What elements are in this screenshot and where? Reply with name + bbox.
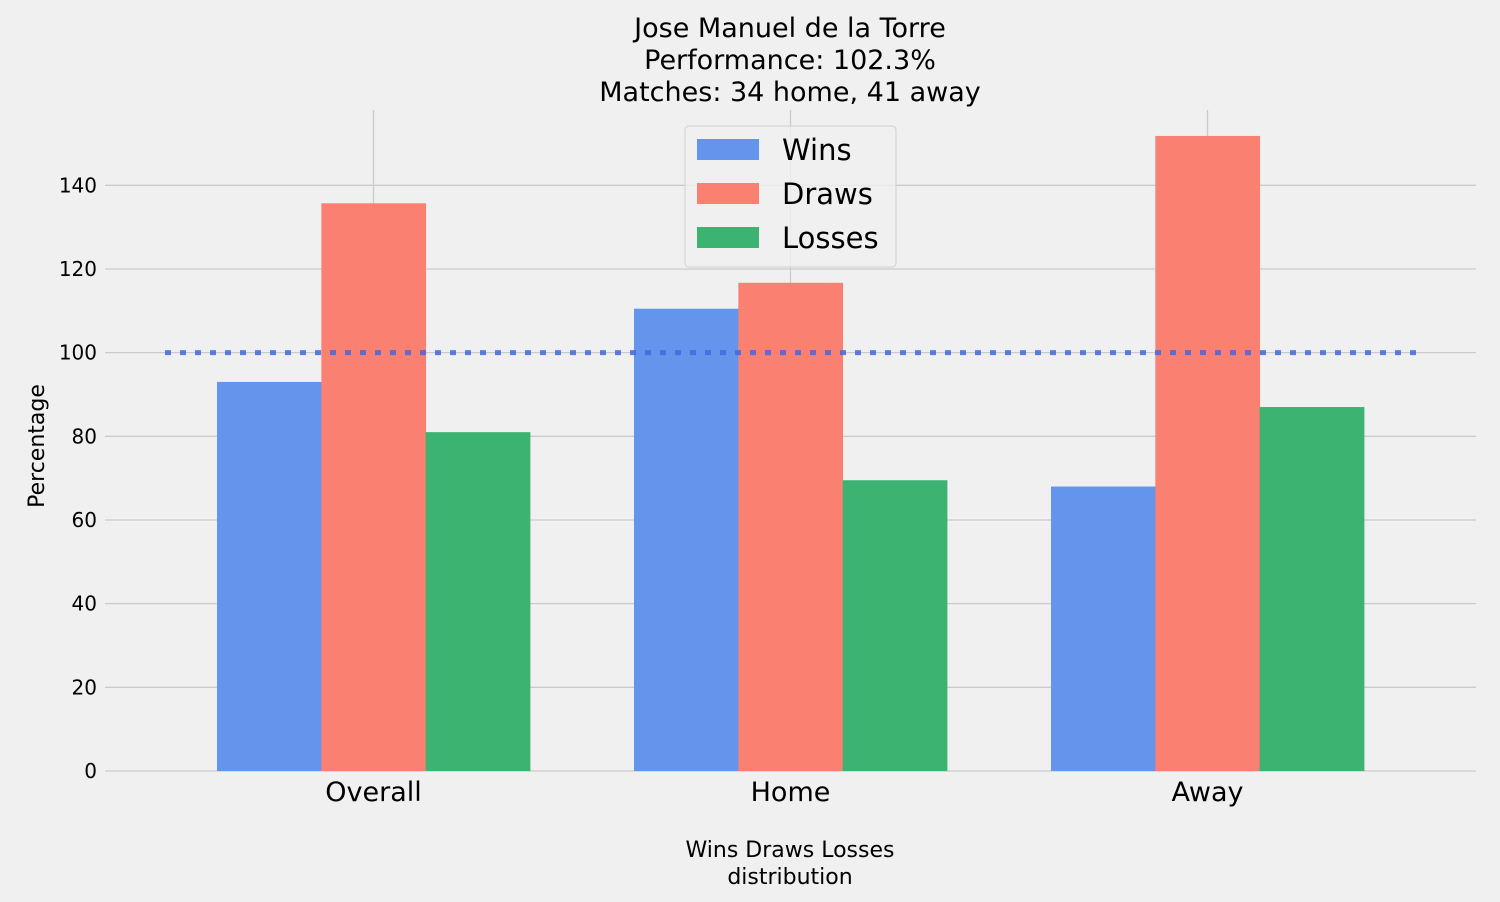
title-line-3: Matches: 34 home, 41 away — [599, 77, 981, 108]
x-axis-label: Wins Draws Losses distribution — [686, 838, 895, 890]
bar-wins-away — [1051, 486, 1156, 771]
bar-draws-overall — [321, 203, 427, 772]
y-tick-label: 100 — [59, 341, 97, 365]
x-tick-labels: Overall Home Away — [325, 777, 1243, 808]
legend: Wins Draws Losses — [684, 125, 897, 268]
title-line-1: Jose Manuel de la Torre — [632, 13, 946, 44]
bar-losses-away — [1259, 407, 1365, 771]
y-tick-label: 60 — [72, 508, 97, 532]
y-tick-label: 40 — [72, 592, 97, 616]
legend-swatch-wins — [697, 139, 759, 160]
legend-swatch-losses — [697, 227, 759, 248]
legend-label-losses: Losses — [782, 221, 879, 255]
bar-draws-away — [1155, 135, 1261, 771]
y-tick-label: 120 — [59, 257, 97, 281]
bar-draws-home — [738, 282, 844, 771]
y-axis-label: Percentage — [25, 384, 50, 508]
x-tick-label-overall: Overall — [325, 777, 422, 808]
bar-layer — [217, 135, 1365, 772]
bar-losses-overall — [425, 432, 531, 771]
legend-label-draws: Draws — [782, 177, 873, 211]
x-tick-label-home: Home — [751, 777, 831, 808]
y-tick-labels: 0 20 40 60 80 100 120 140 — [59, 173, 97, 783]
bar-losses-home — [842, 480, 948, 771]
legend-swatch-draws — [697, 183, 759, 204]
y-tick-label: 20 — [72, 675, 97, 699]
bar-wins-home — [634, 308, 739, 771]
legend-items: Wins Draws Losses — [697, 133, 879, 255]
y-tick-label: 0 — [84, 759, 97, 783]
x-tick-label-away: Away — [1172, 777, 1244, 808]
chart-title: Jose Manuel de la Torre Performance: 102… — [599, 13, 981, 108]
legend-label-wins: Wins — [782, 133, 852, 167]
y-tick-label: 80 — [72, 424, 97, 448]
x-axis-label-line-2: distribution — [727, 865, 852, 890]
x-axis-label-line-1: Wins Draws Losses — [686, 838, 895, 863]
title-line-2: Performance: 102.3% — [644, 45, 936, 76]
bar-wins-overall — [217, 381, 322, 771]
y-tick-label: 140 — [59, 173, 97, 197]
